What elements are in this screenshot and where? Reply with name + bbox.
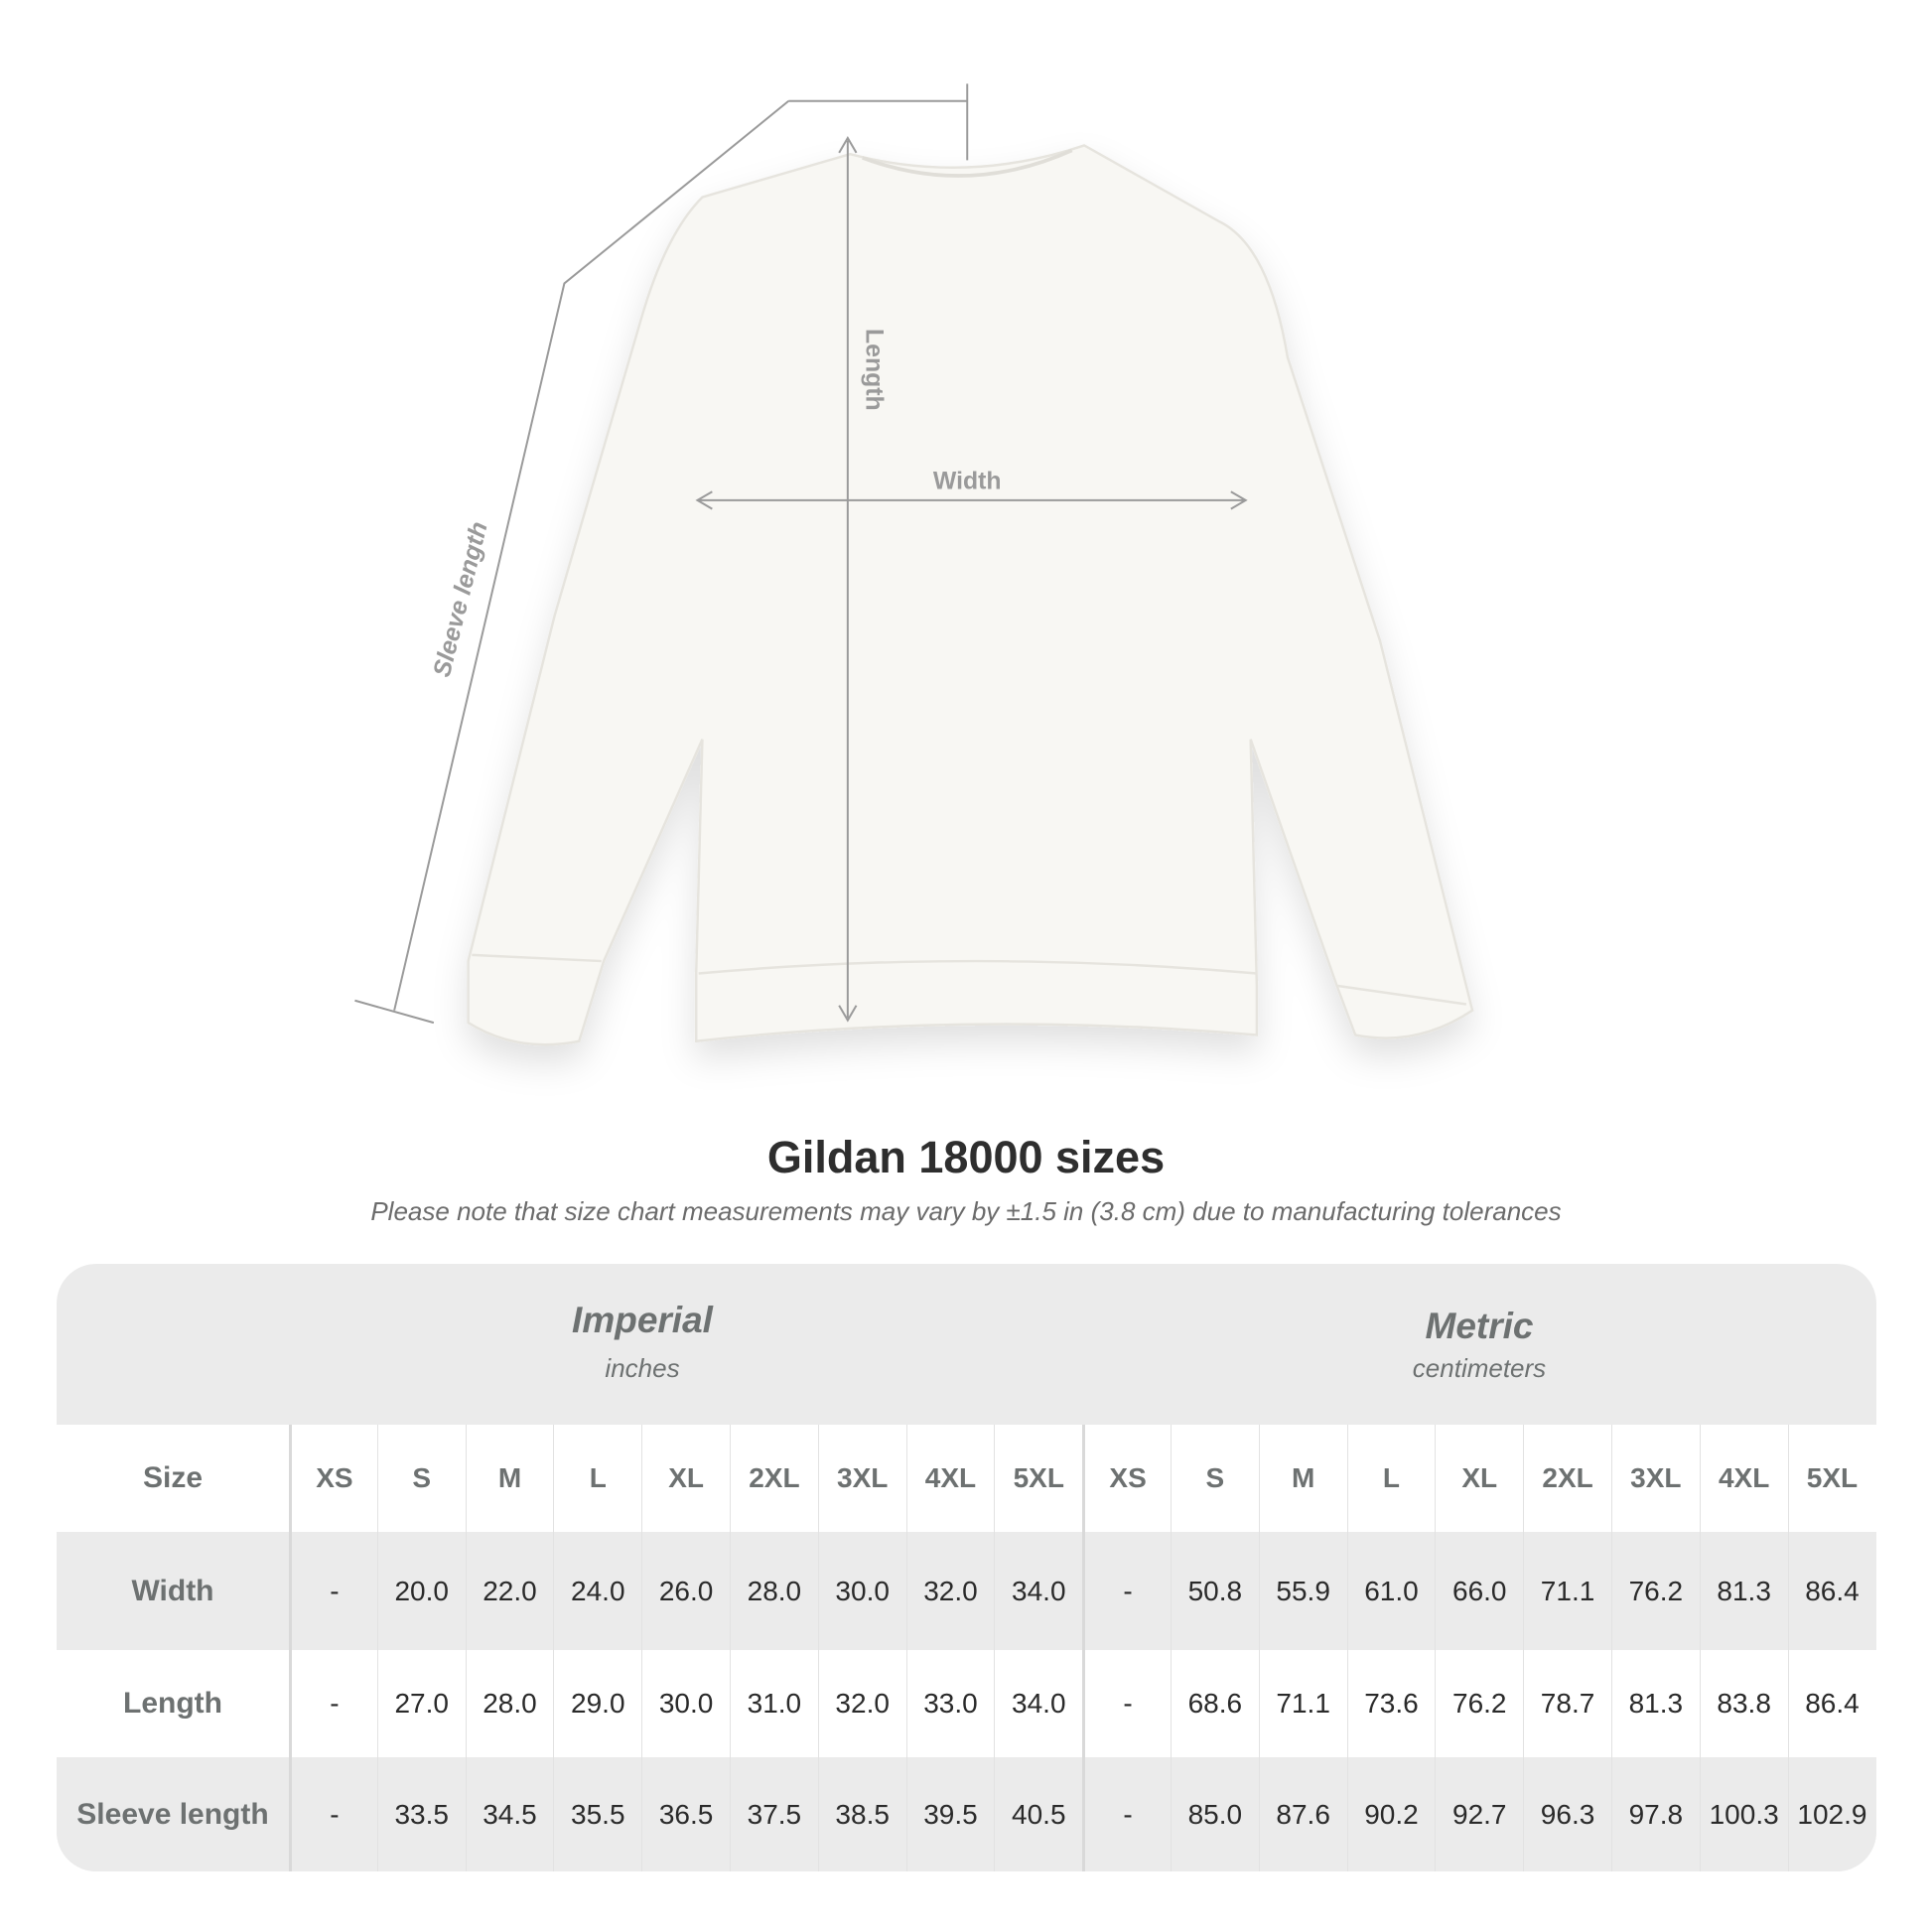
table-cell: 28.0: [465, 1650, 554, 1757]
table-cell: 34.0: [994, 1650, 1082, 1757]
size-header-cell: L: [553, 1425, 641, 1532]
table-cell: 35.5: [553, 1757, 641, 1871]
table-row: Length -27.0 28.0 29.0 30.0 31.0 32.0 33.0 34.0-…: [57, 1650, 1876, 1757]
table-cell: 20.0: [376, 1532, 466, 1650]
table-cell: 31.0: [729, 1650, 818, 1757]
length-arrow: [838, 136, 858, 1023]
size-header-cell: 5XL: [1787, 1425, 1876, 1532]
size-header-cell: 2XL: [1523, 1425, 1611, 1532]
size-header-cell: 2XL: [729, 1425, 818, 1532]
table-cell: -: [1082, 1532, 1171, 1650]
table-cell: 26.0: [641, 1532, 730, 1650]
table-cell: 30.0: [641, 1650, 730, 1757]
table-cell: 30.0: [817, 1532, 906, 1650]
size-header-cell: M: [1258, 1425, 1347, 1532]
chart-title: Gildan 18000 sizes: [766, 1132, 1166, 1182]
table-cell: 39.5: [905, 1757, 995, 1871]
table-cell: 100.3: [1699, 1757, 1788, 1871]
size-header-cell: S: [1170, 1425, 1259, 1532]
table-cell: 28.0: [729, 1532, 818, 1650]
table-cell: 33.0: [905, 1650, 995, 1757]
table-cell: 33.5: [376, 1757, 466, 1871]
imperial-title: Imperial: [572, 1300, 713, 1340]
size-header-cell: XS: [1082, 1425, 1171, 1532]
table-cell: 102.9: [1787, 1757, 1876, 1871]
size-header-cell: S: [376, 1425, 466, 1532]
table-cell: 71.1: [1523, 1532, 1611, 1650]
table-cell: -: [1082, 1650, 1171, 1757]
table-row: Width -20.0 22.0 24.0 26.0 28.0 30.0 32.0 34.0-5…: [57, 1532, 1876, 1650]
table-cell: 96.3: [1523, 1757, 1611, 1871]
row-label: Sleeve length: [76, 1797, 269, 1831]
metric-header: Metric centimeters: [1082, 1264, 1876, 1425]
size-header-row: Size XS S M L XL 2XL 3XL 4XL 5XL XS S M L XL 2XL 3XL 4XL 5…: [57, 1425, 1876, 1532]
table-cell: 83.8: [1699, 1650, 1788, 1757]
table-cell: 90.2: [1346, 1757, 1436, 1871]
sleeve-length-label: Sleeve length: [429, 519, 493, 680]
table-cell: 27.0: [376, 1650, 466, 1757]
table-cell: 76.2: [1610, 1532, 1700, 1650]
table-cell: 81.3: [1610, 1650, 1700, 1757]
table-cell: 76.2: [1435, 1650, 1523, 1757]
table-cell: 86.4: [1787, 1532, 1876, 1650]
table-cell: 87.6: [1258, 1757, 1347, 1871]
table-cell: 61.0: [1346, 1532, 1436, 1650]
size-header-cell: XS: [289, 1425, 377, 1532]
size-table: Imperial inches Metric centimeters Size X…: [57, 1264, 1876, 1871]
table-cell: 24.0: [553, 1532, 641, 1650]
table-cell: -: [289, 1532, 377, 1650]
measure-lines: [354, 83, 1248, 1025]
table-cell: 92.7: [1435, 1757, 1523, 1871]
table-cell: -: [1082, 1757, 1171, 1871]
size-header-cell: XL: [641, 1425, 730, 1532]
size-header-cell: 3XL: [1610, 1425, 1700, 1532]
table-cell: 36.5: [641, 1757, 730, 1871]
table-cell: 66.0: [1435, 1532, 1523, 1650]
sweatshirt-diagram: Length Width Sleeve length: [354, 83, 1474, 1046]
table-cell: 71.1: [1258, 1650, 1347, 1757]
table-cell: 40.5: [994, 1757, 1082, 1871]
tolerance-note: Please note that size chart measurements…: [370, 1196, 1562, 1226]
sleeve-length-line: [354, 83, 969, 1025]
table-cell: 32.0: [905, 1532, 995, 1650]
size-header-cell: XL: [1435, 1425, 1523, 1532]
table-cell: -: [289, 1757, 377, 1871]
row-label: Length: [123, 1687, 222, 1720]
size-header-cell: 3XL: [817, 1425, 906, 1532]
imperial-unit: inches: [605, 1353, 680, 1383]
table-cell: 68.6: [1170, 1650, 1259, 1757]
table-cell: 81.3: [1699, 1532, 1788, 1650]
table-cell: 38.5: [817, 1757, 906, 1871]
table-cell: 34.0: [994, 1532, 1082, 1650]
metric-unit: centimeters: [1412, 1353, 1547, 1383]
size-header-cell: 4XL: [905, 1425, 995, 1532]
size-header-cell: 5XL: [994, 1425, 1082, 1532]
table-row: Sleeve length -33.5 34.5 35.5 36.5 37.5 38.5 39…: [57, 1757, 1876, 1871]
table-cell: 37.5: [729, 1757, 818, 1871]
size-header-cell: 4XL: [1699, 1425, 1788, 1532]
table-cell: 86.4: [1787, 1650, 1876, 1757]
width-label: Width: [933, 469, 1002, 495]
size-header-cell: M: [465, 1425, 554, 1532]
size-header-cell: L: [1346, 1425, 1436, 1532]
table-cell: 78.7: [1523, 1650, 1611, 1757]
imperial-header: Imperial inches: [202, 1264, 1083, 1425]
row-label: Size: [142, 1461, 204, 1494]
table-cell: 73.6: [1346, 1650, 1436, 1757]
table-cell: 34.5: [465, 1757, 554, 1871]
width-arrow: [695, 490, 1248, 510]
table-cell: 85.0: [1170, 1757, 1259, 1871]
table-cell: 97.8: [1610, 1757, 1700, 1871]
length-label: Length: [860, 329, 887, 411]
table-cell: 32.0: [817, 1650, 906, 1757]
table-cell: -: [289, 1650, 377, 1757]
sweatshirt-image: [467, 144, 1474, 1046]
table-cell: 29.0: [553, 1650, 641, 1757]
table-cell: 50.8: [1170, 1532, 1259, 1650]
metric-title: Metric: [1425, 1306, 1534, 1346]
table-cell: 55.9: [1258, 1532, 1347, 1650]
table-cell: 22.0: [465, 1532, 554, 1650]
row-label: Width: [131, 1574, 214, 1607]
